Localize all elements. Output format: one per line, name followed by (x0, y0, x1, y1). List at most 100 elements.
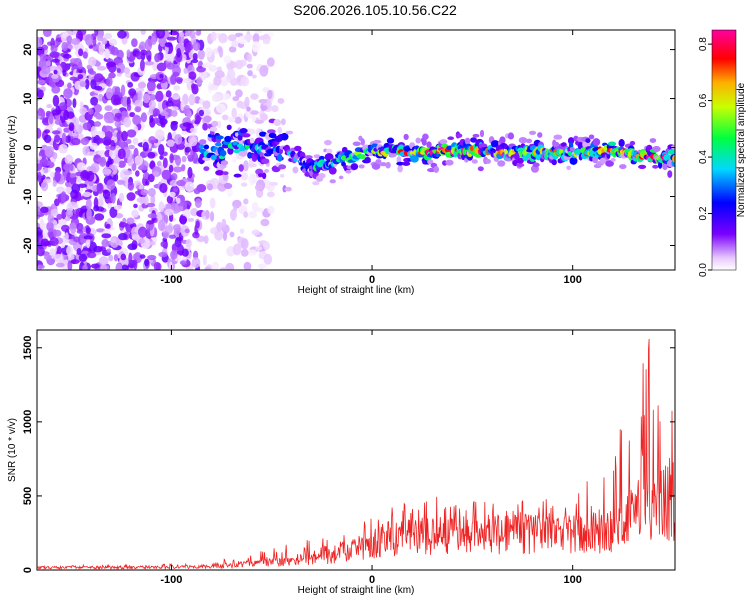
heatmap-noise-cell (51, 130, 61, 135)
heatmap-noise-cell (192, 52, 198, 60)
heatmap-noise-cell (37, 89, 44, 99)
heatmap-noise-cell (117, 148, 126, 160)
heatmap-noise-cell (169, 30, 179, 36)
heatmap-ridge-cell (439, 139, 448, 145)
heatmap-ridge-cell (464, 137, 471, 145)
heatmap-noise-cell (240, 182, 248, 187)
heatmap-noise-cell (127, 81, 134, 88)
heatmap-noise-cell (42, 30, 52, 38)
heatmap-noise-cell (174, 155, 182, 167)
heatmap-noise-cell (52, 152, 58, 160)
heatmap-noise-cell (90, 96, 99, 106)
heatmap-noise-cell (251, 174, 258, 184)
heatmap-noise-cell (110, 46, 119, 56)
heatmap-noise-cell (37, 79, 46, 85)
heatmap-ridge-cell (239, 128, 248, 134)
heatmap-noise-cell (135, 51, 143, 60)
heatmap-ridge-cell (206, 183, 213, 191)
heatmap-noise-cell (157, 101, 163, 111)
heatmap-noise-cell (118, 192, 125, 203)
heatmap-ridge-cell (396, 156, 402, 164)
heatmap-noise-cell (189, 127, 196, 133)
heatmap-ridge-cell (455, 133, 463, 138)
heatmap-noise-cell (263, 253, 273, 265)
heatmap-noise-cell (42, 240, 51, 247)
heatmap-noise-cell (176, 197, 181, 204)
heatmap-noise-cell (149, 94, 157, 101)
heatmap-ridge-cell (318, 173, 326, 179)
heatmap-ridge-cell (532, 162, 540, 168)
heatmap-noise-cell (205, 47, 213, 58)
heatmap-noise-cell (70, 259, 80, 265)
heatmap-noise-cell (93, 111, 101, 118)
heatmap-noise-cell (161, 169, 172, 180)
heatmap-noise-cell (147, 55, 152, 62)
heatmap-noise-cell (152, 171, 160, 177)
heatmap-ridge-cell (397, 164, 403, 173)
heatmap-ridge-cell (415, 137, 421, 144)
heatmap-noise-cell (55, 262, 65, 268)
heatmap-ridge-cell (364, 156, 371, 163)
heatmap-noise-cell (170, 120, 179, 126)
heatmap-noise-cell (125, 138, 132, 145)
heatmap-noise-cell (170, 106, 179, 112)
heatmap-noise-cell (170, 110, 178, 117)
heatmap-noise-cell (213, 75, 222, 87)
snr-ylabel: SNR (10 * v/v) (7, 418, 18, 482)
heatmap-noise-cell (169, 153, 174, 164)
heatmap-noise-cell (138, 238, 146, 244)
heatmap-noise-cell (266, 57, 275, 67)
heatmap-ridge-cell (358, 164, 365, 169)
heatmap-noise-cell (222, 231, 228, 241)
heatmap-noise-cell (53, 69, 58, 75)
heatmap-noise-cell (103, 112, 114, 124)
heatmap-noise-cell (86, 236, 91, 249)
heatmap-ridge-cell (199, 139, 207, 145)
heatmap-noise-cell (78, 232, 88, 244)
heatmap-noise-cell (251, 229, 260, 236)
heatmap-noise-cell (79, 81, 87, 88)
colorbar-label: Normalized spectral amplitude (736, 82, 747, 217)
heatmap-noise-cell (101, 233, 112, 239)
heatmap-noise-cell (142, 141, 149, 152)
heatmap-noise-cell (98, 246, 107, 252)
heatmap-ridge-cell (241, 133, 251, 138)
heatmap-ridge-cell (277, 126, 283, 134)
heatmap-noise-cell (114, 86, 121, 95)
heatmap-noise-cell (51, 58, 60, 63)
heatmap-noise-cell (192, 41, 201, 52)
heatmap-ridge-cell (209, 126, 218, 132)
heatmap-noise-cell (94, 213, 105, 221)
heatmap-noise-cell (211, 93, 221, 103)
heatmap-ridge-cell (485, 158, 491, 164)
heatmap-ridge-cell (471, 159, 478, 164)
heatmap-noise-cell (201, 63, 209, 68)
heatmap-noise-cell (120, 253, 127, 261)
heatmap-noise-cell (110, 94, 121, 106)
heatmap-ridge-cell (588, 134, 595, 140)
heatmap-ridge-cell (284, 186, 292, 192)
heatmap-noise-cell (86, 251, 97, 259)
heatmap-noise-cell (204, 266, 211, 270)
heatmap-noise-cell (195, 220, 200, 229)
heatmap-ridge-cell (521, 137, 527, 143)
heatmap-noise-cell (43, 129, 51, 134)
heatmap-noise-cell (108, 254, 114, 262)
heatmap-noise-cell (152, 108, 160, 117)
heatmap-noise-cell (244, 96, 250, 108)
spectrogram-ytick-label-3: 10 (22, 92, 34, 104)
heatmap-noise-cell (84, 78, 90, 90)
snr-ytick-label-3: 1500 (22, 336, 34, 360)
heatmap-ridge-cell (222, 173, 229, 181)
heatmap-ridge-cell (499, 136, 506, 144)
heatmap-noise-cell (216, 221, 223, 232)
heatmap-ridge-cell (261, 172, 267, 180)
heatmap-ridge-cell (345, 169, 352, 174)
heatmap-noise-cell (247, 53, 253, 63)
heatmap-noise-cell (184, 181, 195, 192)
heatmap-noise-cell (246, 63, 253, 69)
heatmap-ridge-cell (427, 159, 434, 165)
heatmap-noise-cell (148, 100, 156, 110)
